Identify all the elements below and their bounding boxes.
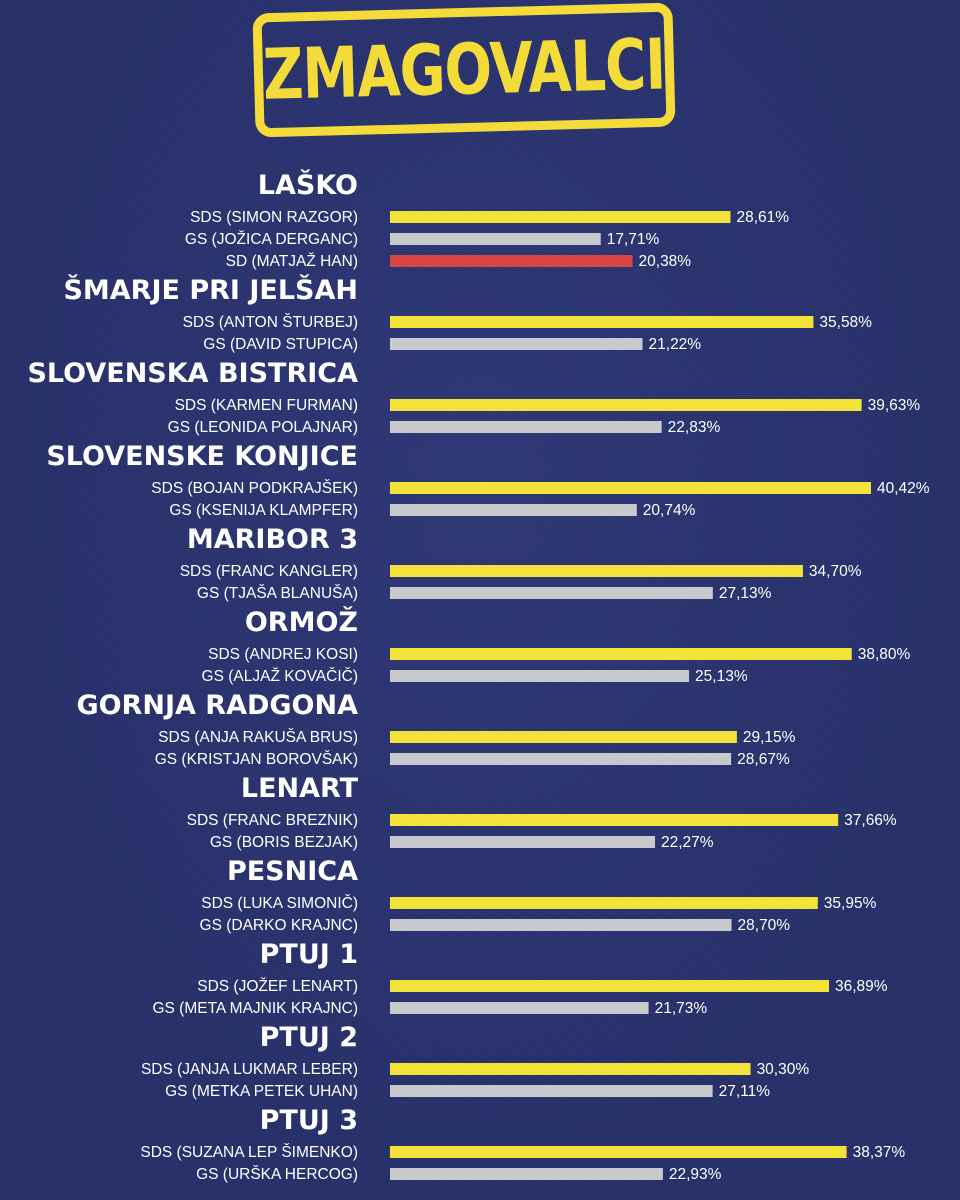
bar-gs — [390, 670, 690, 682]
value-label: 21,22% — [649, 336, 702, 353]
district-title: GORNJA RADGONA — [76, 690, 358, 721]
bar-sds — [390, 399, 862, 411]
bar-sds — [390, 1063, 751, 1075]
candidate-label: GS (JOŽICA DERGANC) — [185, 231, 358, 248]
value-label: 22,93% — [669, 1166, 722, 1183]
value-label: 36,89% — [835, 978, 888, 995]
bar-sds — [390, 980, 829, 992]
value-label: 30,30% — [757, 1061, 810, 1078]
candidate-label: SDS (FRANC BREZNIK) — [187, 812, 358, 829]
candidate-label: GS (DAVID STUPICA) — [203, 336, 358, 353]
bar-sds — [390, 482, 871, 494]
candidate-label: SDS (KARMEN FURMAN) — [175, 397, 358, 414]
district-title: MARIBOR 3 — [187, 524, 358, 555]
district-title: SLOVENSKA BISTRICA — [27, 358, 358, 389]
bar-sds — [390, 1146, 847, 1158]
value-label: 35,95% — [824, 895, 877, 912]
candidate-label: GS (TJAŠA BLANUŠA) — [197, 585, 358, 602]
bar-gs — [390, 421, 662, 433]
value-label: 22,27% — [661, 834, 714, 851]
district-title: PTUJ 1 — [260, 939, 358, 970]
candidate-label: GS (ALJAŽ KOVAČIČ) — [202, 668, 358, 685]
value-label: 17,71% — [607, 231, 660, 248]
candidate-label: SD (MATJAŽ HAN) — [226, 253, 358, 270]
bar-gs — [390, 587, 713, 599]
value-label: 20,38% — [639, 253, 692, 270]
district-title: SLOVENSKE KONJICE — [46, 441, 358, 472]
value-label: 27,13% — [719, 585, 772, 602]
district-title: ŠMARJE PRI JELŠAH — [63, 274, 358, 306]
value-label: 29,15% — [743, 729, 796, 746]
value-label: 28,70% — [738, 917, 791, 934]
candidate-label: SDS (JANJA LUKMAR LEBER) — [141, 1061, 358, 1078]
candidate-label: GS (META MAJNIK KRAJNC) — [152, 1000, 358, 1017]
candidate-label: GS (KSENIJA KLAMPFER) — [169, 502, 358, 519]
value-label: 27,11% — [719, 1083, 771, 1100]
candidate-label: GS (BORIS BEZJAK) — [210, 834, 358, 851]
value-label: 39,63% — [868, 397, 921, 414]
district-title: LAŠKO — [258, 169, 358, 201]
bar-gs — [390, 504, 637, 516]
value-label: 35,58% — [819, 314, 872, 331]
candidate-label: SDS (SIMON RAZGOR) — [190, 209, 358, 226]
candidate-label: GS (LEONIDA POLAJNAR) — [168, 419, 358, 436]
value-label: 25,13% — [695, 668, 748, 685]
value-label: 21,73% — [655, 1000, 708, 1017]
value-label: 34,70% — [809, 563, 862, 580]
district-title: PTUJ 2 — [260, 1022, 358, 1053]
bar-gs — [390, 1002, 649, 1014]
value-label: 37,66% — [844, 812, 897, 829]
candidate-label: SDS (FRANC KANGLER) — [180, 563, 358, 580]
candidate-label: GS (URŠKA HERCOG) — [196, 1166, 358, 1183]
value-label: 22,83% — [668, 419, 721, 436]
value-label: 28,67% — [737, 751, 790, 768]
bar-sds — [390, 648, 852, 660]
bar-sds — [390, 814, 839, 826]
candidate-label: SDS (ANTON ŠTURBEJ) — [183, 314, 358, 331]
bar-gs — [390, 1085, 713, 1097]
bar-gs — [390, 338, 643, 350]
candidate-label: SDS (SUZANA LEP ŠIMENKO) — [140, 1144, 358, 1161]
candidate-label: SDS (ANDREJ KOSI) — [208, 646, 358, 663]
bar-sds — [390, 897, 818, 909]
bar-gs — [390, 233, 601, 245]
bar-sd — [390, 255, 633, 267]
district-title: ORMOŽ — [245, 606, 358, 638]
candidate-label: SDS (BOJAN PODKRAJŠEK) — [151, 480, 358, 497]
bar-sds — [390, 316, 814, 328]
bar-gs — [390, 919, 732, 931]
value-label: 20,74% — [643, 502, 696, 519]
bar-gs — [390, 753, 732, 765]
value-label: 28,61% — [736, 209, 789, 226]
candidate-label: SDS (LUKA SIMONIČ) — [201, 895, 358, 912]
candidate-label: SDS (ANJA RAKUŠA BRUS) — [158, 729, 358, 746]
district-title: PTUJ 3 — [260, 1105, 358, 1136]
value-label: 40,42% — [877, 480, 930, 497]
value-label: 38,80% — [858, 646, 911, 663]
bar-sds — [390, 211, 731, 223]
candidate-label: GS (METKA PETEK UHAN) — [165, 1083, 358, 1100]
bar-gs — [390, 836, 656, 848]
bar-sds — [390, 565, 803, 577]
candidate-label: SDS (JOŽEF LENART) — [197, 978, 358, 995]
bar-sds — [390, 731, 737, 743]
bar-gs — [390, 1168, 663, 1180]
district-title: LENART — [241, 773, 359, 804]
district-title: PESNICA — [227, 856, 358, 887]
candidate-label: GS (KRISTJAN BOROVŠAK) — [155, 751, 358, 768]
candidate-label: GS (DARKO KRAJNC) — [200, 917, 358, 934]
value-label: 38,37% — [853, 1144, 906, 1161]
